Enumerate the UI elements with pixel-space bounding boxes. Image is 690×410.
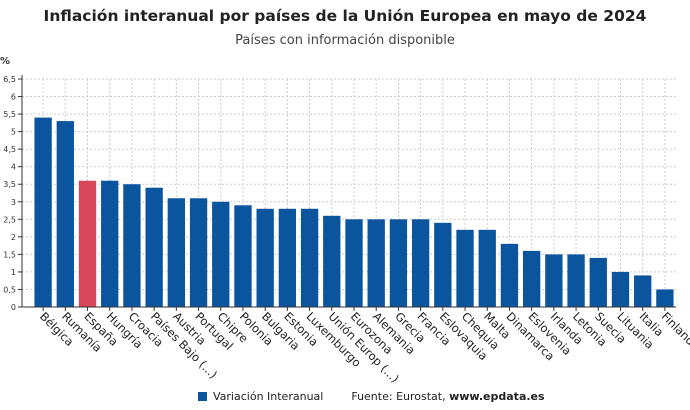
chart-title: Inflación interanual por países de la Un… — [43, 7, 647, 25]
y-tick-label: 6,5 — [3, 75, 16, 84]
bar-alemania — [367, 219, 385, 307]
y-tick-label: 5 — [11, 128, 16, 137]
chart-subtitle: Países con información disponible — [235, 33, 455, 48]
bar-b-lgica — [34, 117, 52, 307]
bar-finlandia — [656, 289, 674, 307]
y-tick-label: 6 — [11, 93, 16, 102]
bar-espa-a — [78, 180, 97, 307]
legend: Variación Interanual Fuente: Eurostat, w… — [198, 390, 545, 403]
bar-austria — [167, 198, 186, 307]
bar-grecia — [389, 219, 408, 307]
y-tick-label: 0,5 — [3, 285, 16, 294]
bar-malta — [478, 229, 496, 307]
bar-hungr-a — [101, 180, 119, 307]
bar-eurozona — [345, 219, 363, 307]
bar-portugal — [189, 198, 208, 307]
bar-letonia — [567, 254, 585, 307]
y-tick-label: 1 — [11, 268, 16, 277]
bar-eslovenia — [522, 250, 541, 307]
bar-dinamarca — [500, 243, 519, 307]
legend-label: Variación Interanual — [213, 390, 324, 403]
y-tick-label: 2,5 — [3, 215, 16, 224]
y-axis-label: % — [0, 56, 11, 67]
y-tick-label: 4 — [11, 163, 16, 172]
y-tick-label: 3 — [11, 198, 16, 207]
bar-bulgaria — [256, 208, 274, 307]
bar-chipre — [212, 201, 230, 307]
y-tick-label: 0 — [11, 303, 16, 312]
bar-polonia — [234, 205, 252, 307]
bar-francia — [411, 219, 430, 307]
bar-estonia — [278, 208, 297, 307]
bar-chequia — [456, 229, 474, 307]
y-tick-label: 5,5 — [3, 110, 16, 119]
bar-pa-ses-bajo- — [145, 187, 163, 307]
source-link[interactable]: www.epdata.es — [449, 390, 545, 403]
bar-suecia — [589, 257, 607, 307]
bar-uni-n-europ- — [323, 215, 341, 307]
bar-lituania — [611, 271, 630, 307]
y-tick-label: 1,5 — [3, 250, 16, 259]
bar-eslovaquia — [434, 222, 452, 307]
y-tick-label: 4,5 — [3, 145, 16, 154]
bar-croacia — [123, 184, 141, 307]
bar-italia — [634, 275, 652, 307]
source-text: Fuente: Eurostat, www.epdata.es — [351, 390, 545, 403]
legend-swatch — [198, 392, 207, 401]
y-tick-label: 2 — [11, 233, 16, 242]
bar-chart: 00,511,522,533,544,555,566,5BélgicaRuman… — [3, 75, 690, 385]
bar-ruman-a — [56, 121, 74, 307]
bar-irlanda — [545, 254, 563, 307]
bar-luxemburgo — [300, 208, 319, 307]
y-tick-label: 3,5 — [3, 180, 16, 189]
